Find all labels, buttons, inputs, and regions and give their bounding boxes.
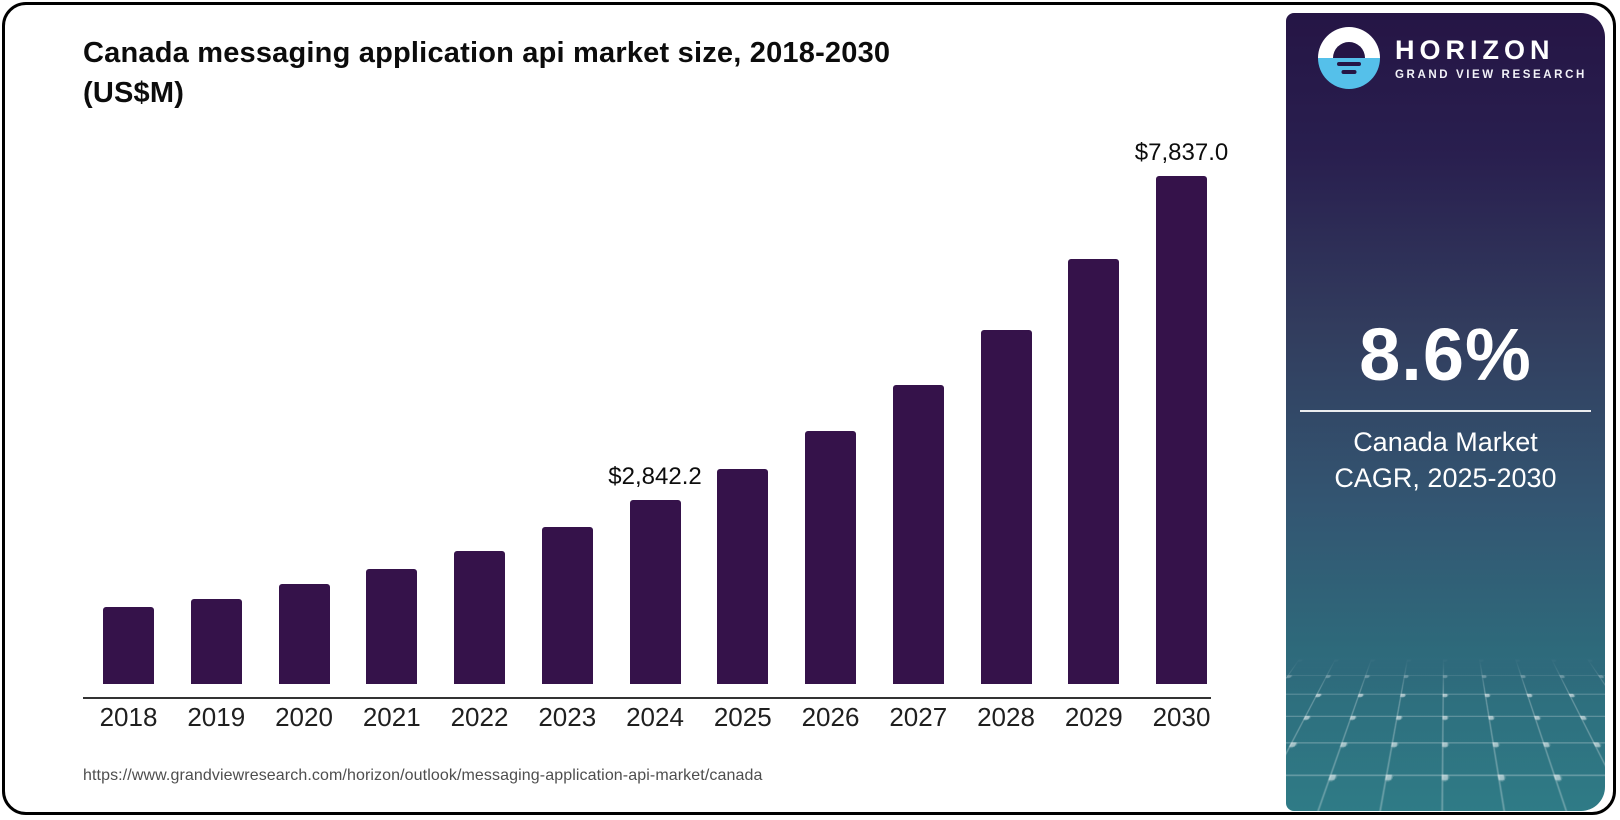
horizon-sunset-logo-icon bbox=[1318, 27, 1380, 89]
logo-reflection-line bbox=[1337, 62, 1361, 66]
brand-tagline: GRAND VIEW RESEARCH bbox=[1395, 68, 1587, 81]
cagr-caption-line1: Canada Market bbox=[1353, 427, 1538, 457]
x-tick-label-2023: 2023 bbox=[538, 702, 597, 732]
bar-2029 bbox=[1068, 259, 1120, 684]
bar-2018 bbox=[103, 607, 154, 684]
source-url: https://www.grandviewresearch.com/horizo… bbox=[83, 767, 763, 784]
bar-cell-2029: 2029 bbox=[1065, 259, 1123, 732]
x-tick-label-2018: 2018 bbox=[99, 702, 158, 732]
cagr-value: 8.6% bbox=[1359, 313, 1532, 396]
bar-cell-2027: 2027 bbox=[889, 384, 947, 732]
bar-chart: 2018 2019 2020 2021 2022 2023 $2,842.2 2024 2025… bbox=[100, 119, 1229, 732]
x-tick-label-2022: 2022 bbox=[450, 702, 509, 732]
bar-2024 bbox=[629, 499, 681, 684]
bar-cell-2019: 2019 bbox=[187, 599, 245, 732]
bar-cell-2022: 2022 bbox=[451, 550, 508, 732]
bar-cell-2028: 2028 bbox=[977, 329, 1035, 732]
bar-cell-2018: 2018 bbox=[100, 607, 157, 732]
cagr-caption: Canada Market CAGR, 2025-2030 bbox=[1286, 424, 1605, 496]
logo-reflection-line bbox=[1341, 70, 1357, 74]
bar-2023 bbox=[541, 527, 593, 684]
x-tick-label-2030: 2030 bbox=[1152, 702, 1211, 732]
bar-cell-2021: 2021 bbox=[363, 569, 421, 732]
x-tick-label-2027: 2027 bbox=[889, 702, 948, 732]
x-tick-label-2025: 2025 bbox=[713, 702, 772, 732]
bar-cell-2025: 2025 bbox=[714, 468, 772, 732]
bar-cell-2030: $7,837.0 2030 bbox=[1135, 139, 1228, 732]
x-tick-label-2026: 2026 bbox=[801, 702, 860, 732]
bar-2020 bbox=[278, 584, 330, 684]
brand-text: HORIZON GRAND VIEW RESEARCH bbox=[1395, 36, 1587, 81]
x-tick-label-2029: 2029 bbox=[1064, 702, 1123, 732]
chart-title-line1: Canada messaging application api market … bbox=[83, 37, 891, 69]
bar-2025 bbox=[717, 468, 769, 684]
bar-cell-2024: $2,842.2 2024 bbox=[608, 463, 701, 732]
chart-title-line2: (US$M) bbox=[83, 77, 185, 109]
bar-2027 bbox=[892, 384, 944, 684]
x-tick-label-2020: 2020 bbox=[275, 702, 333, 732]
cagr-caption-line2: CAGR, 2025-2030 bbox=[1334, 463, 1557, 493]
x-tick-label-2024: 2024 bbox=[626, 702, 684, 732]
bar-2030 bbox=[1156, 176, 1207, 684]
bar-value-label-2030: $7,837.0 bbox=[1134, 139, 1229, 166]
x-tick-label-2021: 2021 bbox=[362, 702, 421, 732]
bar-2022 bbox=[454, 550, 505, 684]
bar-value-label-2024: $2,842.2 bbox=[608, 462, 702, 490]
x-axis-line bbox=[83, 697, 1211, 699]
brand-name: HORIZON bbox=[1395, 34, 1555, 65]
logo-sun-dome bbox=[1333, 42, 1365, 58]
x-tick-label-2019: 2019 bbox=[187, 702, 246, 732]
x-tick-label-2028: 2028 bbox=[977, 702, 1035, 732]
stat-divider bbox=[1300, 410, 1591, 412]
bar-cell-2023: 2023 bbox=[538, 527, 596, 732]
chart-title: Canada messaging application api market … bbox=[83, 33, 1163, 113]
bar-cell-2026: 2026 bbox=[802, 431, 859, 732]
bar-2026 bbox=[805, 431, 856, 684]
brand-row: HORIZON GRAND VIEW RESEARCH bbox=[1318, 27, 1605, 89]
mesh-fade bbox=[1286, 659, 1605, 693]
bar-cell-2020: 2020 bbox=[275, 584, 333, 732]
bar-2019 bbox=[190, 599, 242, 684]
bar-2021 bbox=[366, 569, 418, 684]
wireframe-mesh-decoration bbox=[1286, 659, 1605, 811]
bar-2028 bbox=[980, 329, 1032, 684]
brand-sidebar: HORIZON GRAND VIEW RESEARCH 8.6% Canada … bbox=[1286, 13, 1605, 811]
cagr-stat-block: 8.6% Canada Market CAGR, 2025-2030 bbox=[1286, 315, 1605, 496]
